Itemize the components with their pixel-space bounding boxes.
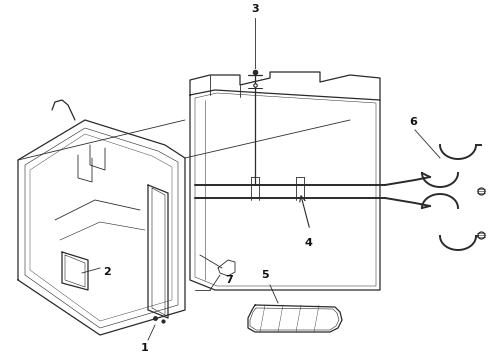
Text: 4: 4: [304, 238, 312, 248]
Text: 7: 7: [225, 275, 233, 285]
Text: 6: 6: [409, 117, 417, 127]
Text: 2: 2: [103, 267, 111, 277]
Text: 5: 5: [261, 270, 269, 280]
Text: 1: 1: [141, 343, 149, 353]
Text: 3: 3: [251, 4, 259, 14]
